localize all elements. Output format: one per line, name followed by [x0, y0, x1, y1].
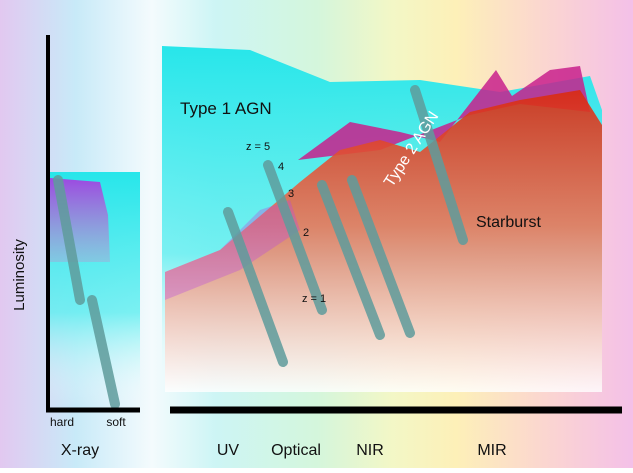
track: [223, 207, 288, 367]
track: [53, 175, 85, 305]
redshift-label: 3: [288, 188, 294, 200]
component-label: Starburst: [476, 214, 541, 231]
band-label: UV: [217, 442, 240, 459]
band-label: MIR: [477, 442, 506, 459]
redshift-label: z = 5: [246, 141, 270, 153]
track: [87, 295, 120, 409]
band-label: NIR: [356, 442, 384, 459]
redshift-label: z = 1: [302, 293, 326, 305]
xray-label: hard: [50, 415, 74, 429]
track: [263, 160, 327, 315]
redshift-label: 4: [278, 161, 284, 173]
y-axis-label: Luminosity: [11, 239, 28, 311]
redshift-label: 2: [303, 227, 309, 239]
xray-label: soft: [106, 415, 126, 429]
track: [347, 175, 415, 338]
band-label: Optical: [271, 442, 321, 459]
track: [410, 85, 468, 245]
component-label: Type 1 AGN: [180, 99, 272, 118]
uv-purple: [165, 200, 300, 300]
type2-area: [298, 66, 590, 160]
tracks: [53, 85, 468, 409]
starburst-area: [165, 90, 602, 392]
band-label: X-ray: [61, 442, 99, 459]
track: [317, 180, 385, 340]
